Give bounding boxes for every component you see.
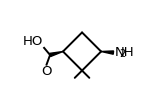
Text: NH: NH (115, 46, 134, 59)
Text: O: O (41, 65, 51, 78)
Polygon shape (101, 51, 114, 54)
Text: 2: 2 (120, 49, 126, 59)
Polygon shape (50, 52, 63, 57)
Text: HO: HO (23, 35, 44, 48)
